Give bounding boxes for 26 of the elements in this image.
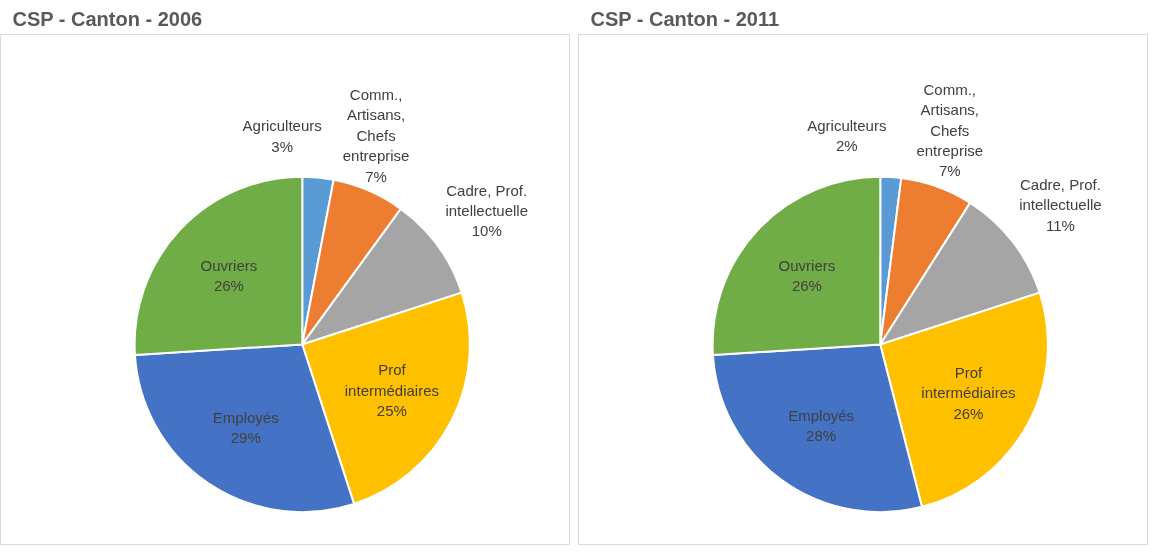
slice-label: Agriculteurs [242, 117, 322, 135]
slice-label: Ouvriers [778, 256, 836, 274]
data-label: 26% [791, 277, 822, 295]
data-label: 29% [230, 429, 261, 447]
data-label: 26% [953, 404, 984, 422]
data-label: 28% [806, 427, 837, 445]
slice-label: Comm., Artisans, Chefs entreprise [342, 86, 410, 165]
slice-label: Cadre, Prof. intellectuelle [445, 181, 529, 220]
slice-label: Cadre, Prof. intellectuelle [1019, 175, 1102, 214]
data-label: 26% [213, 277, 244, 295]
slice-label: Prof intermédiaires [344, 361, 440, 399]
data-label: 2% [836, 137, 858, 155]
data-label: 7% [365, 167, 387, 185]
slice-label: Employés [212, 408, 279, 426]
slice-label: Comm., Artisans, Chefs entreprise [916, 80, 984, 159]
data-label: 3% [271, 137, 294, 155]
data-label: 10% [471, 222, 502, 240]
slice-label: Prof intermédiaires [921, 363, 1016, 402]
chart-title: CSP - Canton - 2011 [590, 7, 780, 30]
chart-title: CSP - Canton - 2006 [12, 7, 203, 30]
data-label: 7% [938, 162, 961, 180]
slice-label: Agriculteurs [807, 116, 887, 134]
slice-label: Ouvriers [200, 256, 258, 274]
data-label: 11% [1045, 216, 1075, 234]
slice-label: Employés [788, 407, 855, 425]
data-label: 25% [376, 401, 407, 419]
